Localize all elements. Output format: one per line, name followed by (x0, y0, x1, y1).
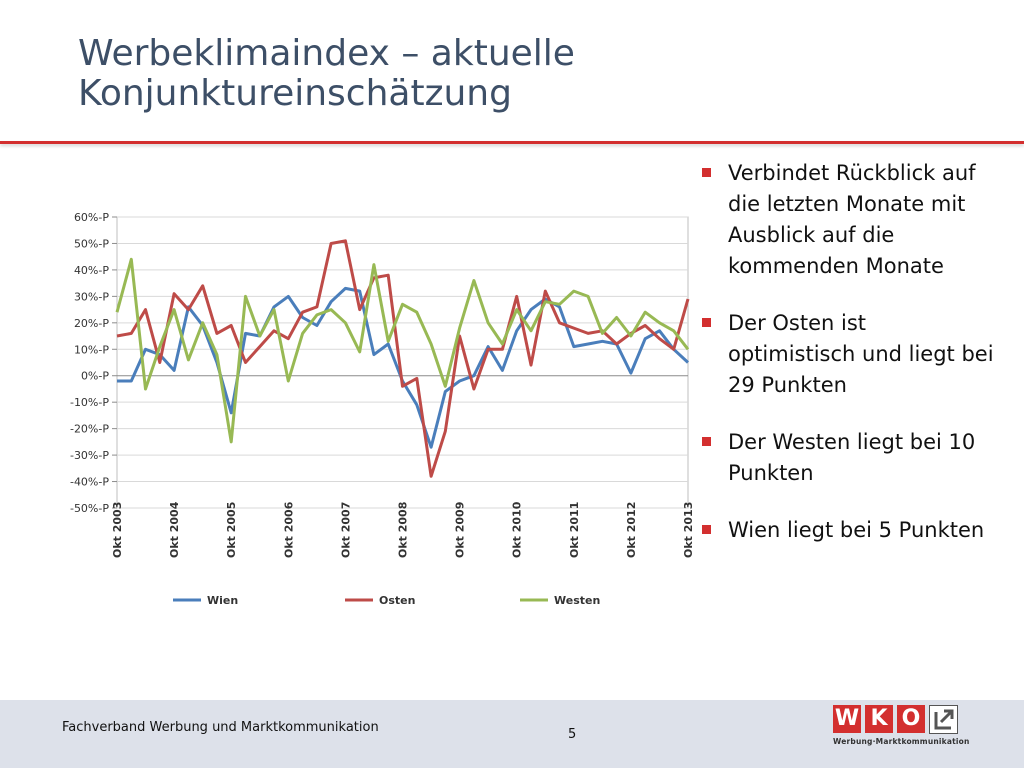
y-tick-label: -10%-P (70, 396, 109, 409)
bullet-item: Der Westen liegt bei 10 Punkten (700, 427, 1000, 489)
wko-logo: W K O Werbung·Marktkommunikation (833, 705, 970, 751)
x-tick-label: Okt 2012 (625, 502, 638, 558)
y-tick-label: 30%-P (74, 290, 109, 303)
series-line-osten (116, 239, 690, 478)
x-tick-label: Okt 2004 (168, 501, 181, 558)
y-tick-label: -50%-P (70, 502, 109, 515)
square-bullet-icon (702, 168, 711, 177)
legend-label: Westen (554, 594, 600, 607)
bullet-text: Der Osten ist optimistisch und liegt bei… (728, 311, 994, 397)
page-number: 5 (568, 727, 577, 742)
bullet-text: Der Westen liegt bei 10 Punkten (728, 430, 976, 485)
x-tick-label: Okt 2008 (397, 502, 410, 558)
series-line-westen (115, 257, 690, 444)
y-tick-label: 20%-P (74, 317, 109, 330)
logo-letter-w: W (833, 705, 861, 733)
footer-organization: Fachverband Werbung und Marktkommunikati… (62, 720, 379, 735)
x-tick-label: Okt 2005 (225, 502, 238, 558)
werbeklima-chart: 60%-P 50%-P 40%-P 30%-P 20%-P 10%-P 0%-P -10%-P… (60, 200, 700, 620)
bullet-item: Wien liegt bei 5 Punkten (700, 515, 1000, 546)
bullet-list: Verbindet Rückblick auf die letzten Mona… (700, 158, 1000, 572)
logo-tagline: Werbung·Marktkommunikation (833, 737, 970, 746)
y-tick-label: -30%-P (70, 449, 109, 462)
x-tick-label: Okt 2007 (339, 502, 352, 558)
bullet-text: Verbindet Rückblick auf die letzten Mona… (728, 161, 976, 278)
slide-title-line-2: Konjunktureinschätzung (78, 73, 512, 114)
x-tick-label: Okt 2003 (111, 502, 124, 558)
arrow-up-right-icon (929, 705, 958, 734)
x-tick-label: Okt 2006 (282, 501, 295, 558)
x-tick-label: Okt 2011 (568, 502, 581, 558)
slide-title-line-1: Werbeklimaindex – aktuelle (78, 33, 575, 74)
square-bullet-icon (702, 437, 711, 446)
bullet-item: Der Osten ist optimistisch und liegt bei… (700, 308, 1000, 401)
x-tick-label: Okt 2010 (511, 501, 524, 558)
line-chart-svg: 60%-P 50%-P 40%-P 30%-P 20%-P 10%-P 0%-P -10%-P… (70, 211, 695, 607)
y-tick-label: 0%-P (81, 370, 109, 383)
title-divider (0, 141, 1024, 144)
y-tick-label: -20%-P (70, 423, 109, 436)
y-tick-label: 10%-P (74, 343, 109, 356)
slide-title: Werbeklimaindex – aktuelle Konjunkturein… (78, 34, 978, 114)
legend-label: Osten (379, 594, 415, 607)
bullet-text: Wien liegt bei 5 Punkten (728, 518, 985, 542)
x-tick-label: Okt 2013 (682, 502, 695, 558)
y-tick-label: 60%-P (74, 211, 109, 224)
logo-letter-o: O (897, 705, 925, 733)
series-line-wien (117, 286, 690, 449)
bullet-item: Verbindet Rückblick auf die letzten Mona… (700, 158, 1000, 282)
y-tick-label: -40%-P (70, 476, 109, 489)
legend-label: Wien (207, 594, 238, 607)
logo-letter-k: K (865, 705, 893, 733)
plot-area-border (116, 216, 689, 509)
square-bullet-icon (702, 318, 711, 327)
square-bullet-icon (702, 525, 711, 534)
x-tick-label: Okt 2009 (454, 502, 467, 558)
y-tick-label: 50%-P (74, 237, 109, 250)
y-tick-label: 40%-P (74, 264, 109, 277)
